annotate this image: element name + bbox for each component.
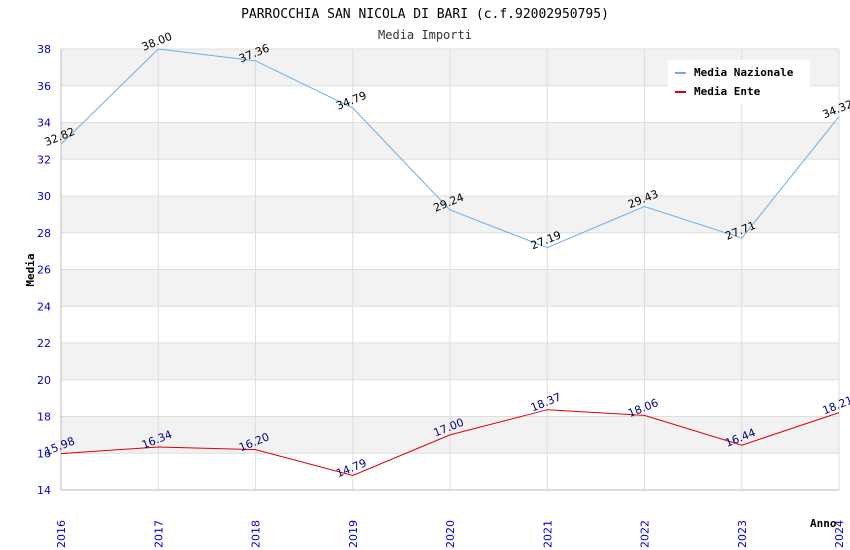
chart-subtitle: Media Importi	[378, 28, 472, 42]
x-tick-label: 2017	[152, 520, 165, 548]
y-tick-label: 24	[37, 300, 51, 313]
chart-title: PARROCCHIA SAN NICOLA DI BARI (c.f.92002…	[241, 7, 609, 22]
y-tick-label: 26	[37, 264, 51, 277]
x-tick-label: 2024	[833, 520, 846, 548]
data-label: 15.98	[43, 434, 77, 458]
legend-box	[668, 60, 810, 104]
data-label: 14.79	[334, 456, 368, 480]
y-tick-label: 20	[37, 374, 51, 387]
x-axis-ticks: 2016 2017 2018 2019 2020 2021 2022 2023 2024	[55, 520, 846, 548]
y-tick-label: 32	[37, 153, 51, 166]
x-axis-label: Anno	[810, 517, 837, 530]
legend-label: Media Nazionale	[694, 66, 794, 79]
data-label: 34.32	[821, 97, 850, 121]
legend-label: Media Ente	[694, 85, 761, 98]
x-tick-label: 2023	[736, 520, 749, 548]
y-tick-label: 30	[37, 190, 51, 203]
y-tick-label: 22	[37, 337, 51, 350]
y-tick-label: 38	[37, 43, 51, 56]
y-tick-label: 28	[37, 227, 51, 240]
y-axis-ticks: 14 16 18 20 22 24 26 28 30 32 34 36 38	[37, 43, 51, 497]
x-tick-label: 2019	[347, 520, 360, 548]
series-lines	[60, 48, 840, 477]
y-tick-label: 16	[37, 447, 51, 460]
legend: Media Nazionale Media Ente	[668, 60, 810, 104]
series-line	[60, 409, 840, 477]
x-tick-label: 2018	[250, 520, 263, 548]
x-tick-label: 2021	[541, 520, 554, 548]
data-label: 34.79	[334, 89, 368, 113]
y-tick-label: 14	[37, 484, 51, 497]
y-tick-label: 18	[37, 411, 51, 424]
x-tick-label: 2020	[444, 520, 457, 548]
x-tick-label: 2022	[639, 520, 652, 548]
y-axis-label: Media	[24, 253, 37, 286]
series-line	[60, 48, 840, 249]
x-tick-label: 2016	[55, 520, 68, 548]
y-tick-label: 34	[37, 117, 51, 130]
grid-lines	[60, 48, 840, 491]
y-tick-label: 36	[37, 80, 51, 93]
